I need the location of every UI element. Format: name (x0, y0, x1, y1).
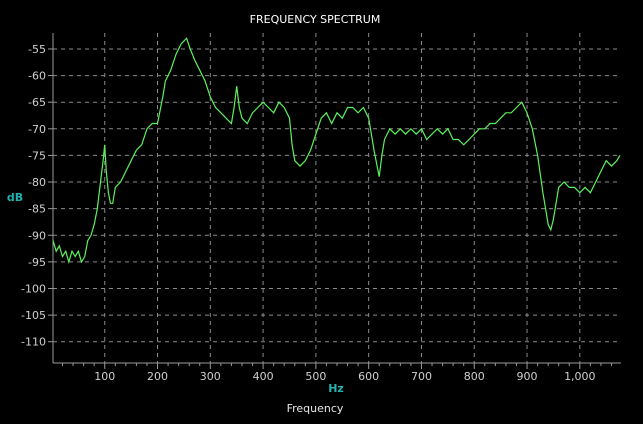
x-axis-unit-label: Hz (328, 382, 344, 395)
tick-labels: -55 -60 -65 -70 -75 -80 -85 -90 -95 -100 -105 -110 1… (21, 43, 596, 383)
y-tick-label: -105 (21, 309, 46, 322)
x-tick-label: 500 (305, 370, 326, 383)
grid-lines (53, 33, 621, 363)
y-tick-label: -85 (28, 203, 46, 216)
axes (48, 33, 621, 369)
x-tick-label: 600 (358, 370, 379, 383)
y-tick-label: -90 (28, 229, 46, 242)
x-tick-label: 800 (464, 370, 485, 383)
y-tick-label: -100 (21, 282, 46, 295)
y-tick-label: -80 (28, 176, 46, 189)
y-tick-label: -110 (21, 336, 46, 349)
x-tick-label: 700 (411, 370, 432, 383)
x-tick-label: 1,000 (564, 370, 596, 383)
x-axis-title: Frequency (287, 402, 344, 415)
y-tick-label: -65 (28, 96, 46, 109)
x-tick-label: 200 (147, 370, 168, 383)
y-tick-label: -95 (28, 256, 46, 269)
chart-title: FREQUENCY SPECTRUM (250, 13, 381, 26)
x-tick-label: 300 (200, 370, 221, 383)
y-tick-label: -70 (28, 123, 46, 136)
x-tick-label: 100 (94, 370, 115, 383)
y-axis-unit-label: dB (7, 191, 23, 204)
x-tick-label: 400 (253, 370, 274, 383)
spectrum-trace (52, 37, 621, 265)
y-tick-label: -55 (28, 43, 46, 56)
x-tick-label: 900 (517, 370, 538, 383)
y-tick-label: -60 (28, 70, 46, 83)
y-tick-label: -75 (28, 149, 46, 162)
